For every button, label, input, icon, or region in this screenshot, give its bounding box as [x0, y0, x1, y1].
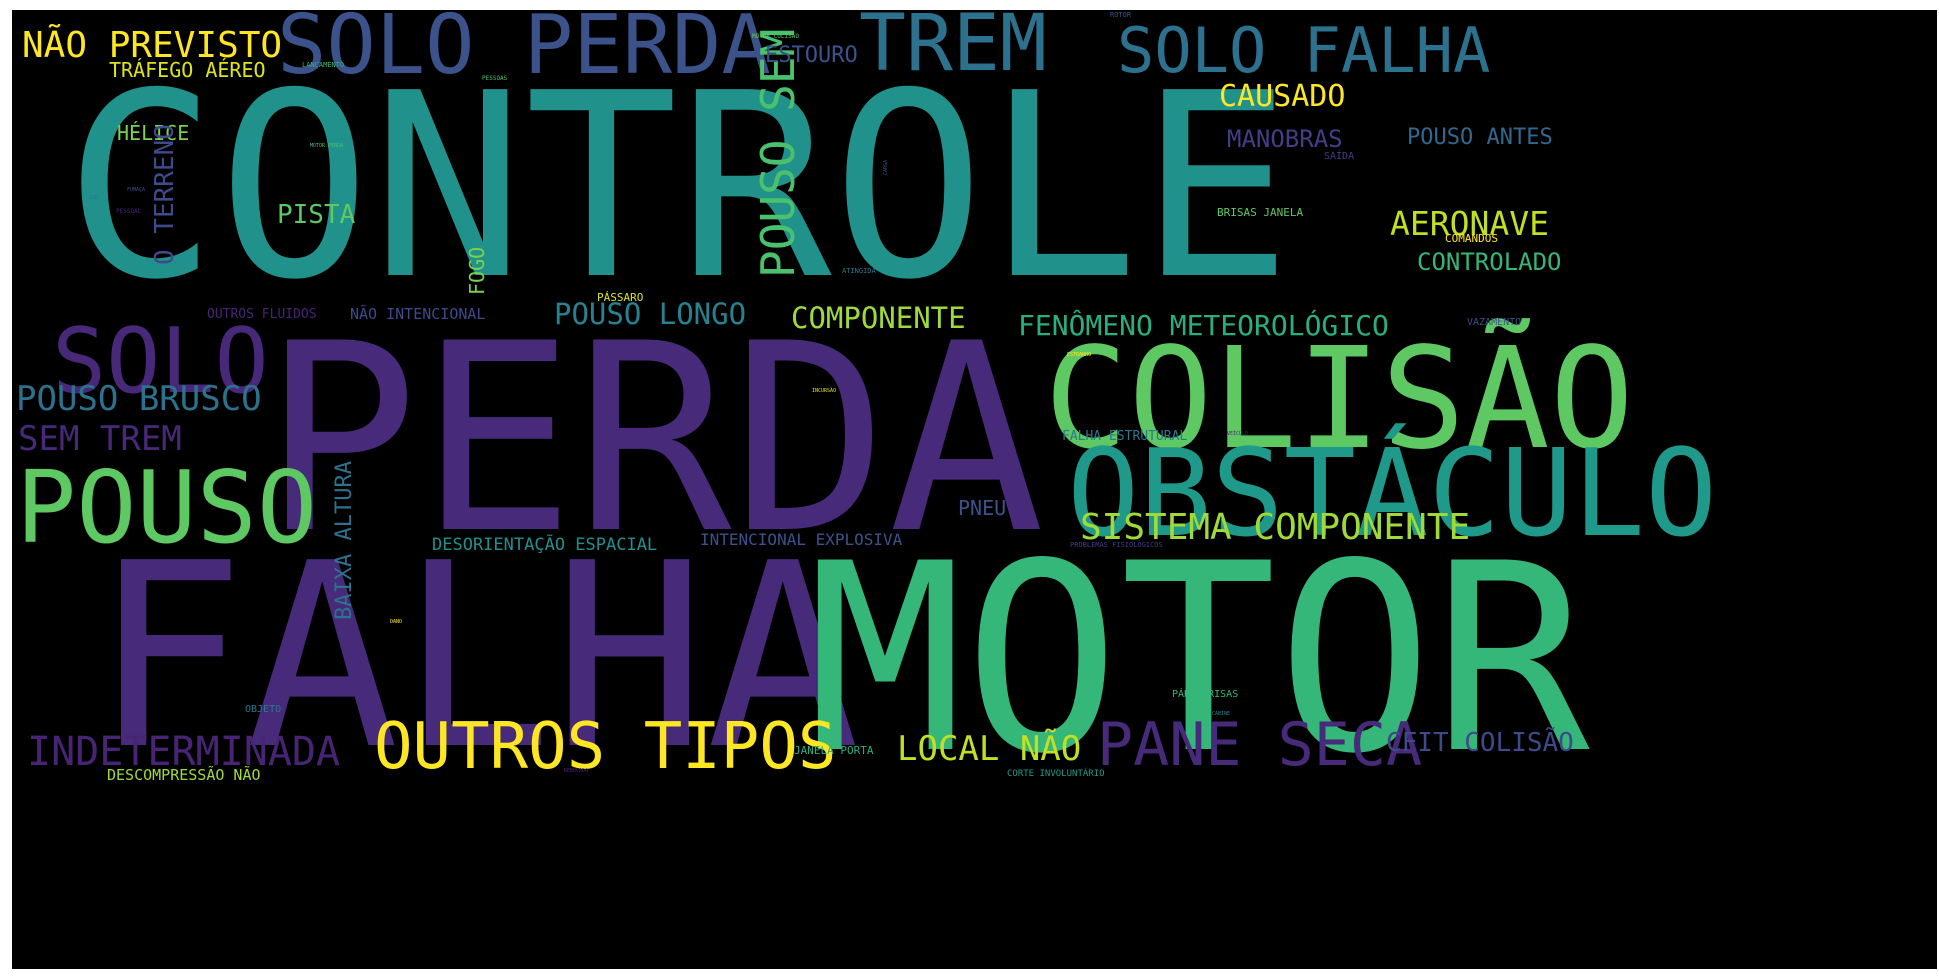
- word-desorientação-espacial: DESORIENTAÇÃO ESPACIAL: [432, 535, 658, 555]
- word-sistema-componente: SISTEMA COMPONENTE: [1080, 507, 1471, 548]
- word-sem-trem: SEM TREM: [18, 419, 182, 459]
- word-rotor: ROTOR: [1110, 11, 1132, 19]
- word-trem: TREM: [859, 10, 1047, 89]
- word-solo: SOLO: [52, 309, 269, 414]
- word-não-previsto: NÃO PREVISTO: [22, 25, 283, 66]
- word-cloud: CONTROLE PERDA FALHA MOTOR COLISÃO OBSTÁCULO P…: [12, 10, 1937, 969]
- word-pista: PISTA: [277, 200, 356, 230]
- word-falha-estrutural: FALHA ESTRUTURAL: [1062, 429, 1188, 444]
- word-motor-colisão: MOTOR COLISÃO: [752, 33, 799, 40]
- word-outros-tipos: OUTROS TIPOS: [374, 710, 837, 784]
- word-outros-fluidos: OUTROS FLUIDOS: [207, 307, 317, 322]
- word-comandos: COMANDOS: [1445, 232, 1498, 245]
- word-carga: CARGA: [883, 159, 889, 175]
- word-controle: CONTROLE: [64, 39, 1293, 336]
- word-estouro: ESTOURO: [765, 43, 858, 68]
- word-indeterminada: INDETERMINADA: [27, 729, 341, 775]
- word-fumaça: FUMAÇA: [127, 187, 146, 193]
- word-dano: DANO: [390, 619, 403, 625]
- word-atingida: ATINGIDA: [842, 267, 876, 275]
- word-hélice: HÉLICE: [117, 121, 190, 145]
- word-pouso-brusco: POUSO BRUSCO: [16, 379, 262, 419]
- word-pára-brisas: PÁRA BRISAS: [1172, 689, 1239, 700]
- word-pessoal: PESSOAL: [116, 208, 142, 215]
- word-pessoas: PESSOAS: [482, 75, 508, 82]
- word-componente: COMPONENTE: [791, 301, 966, 335]
- word-solo-falha: SOLO FALHA: [1117, 14, 1491, 87]
- word-pouso-longo: POUSO LONGO: [554, 297, 747, 331]
- word-manobras: MANOBRAS: [1227, 125, 1343, 153]
- word-colisão: COLISÃO: [1044, 318, 1635, 481]
- word-janela-porta: JANELA PORTA: [794, 744, 874, 757]
- word-vazamento: VAZAMENTO: [1467, 317, 1522, 328]
- word-o-terreno: O TERRENO: [150, 124, 180, 265]
- word-lançamento: LANÇAMENTO: [302, 61, 345, 69]
- word-não-intencional: NÃO INTENCIONAL: [350, 305, 486, 323]
- word-fenômeno-meteorológico: FENÔMENO METEOROLÓGICO: [1018, 309, 1389, 342]
- word-causado: CAUSADO: [1219, 79, 1346, 114]
- word-brisas-janela: BRISAS JANELA: [1217, 206, 1304, 219]
- word-motor-perda: MOTOR PERDA: [310, 143, 344, 149]
- word-intencional-explosiva: INTENCIONAL EXPLOSIVA: [700, 530, 903, 549]
- word-descompressão-não: DESCOMPRESSÃO NÃO: [107, 766, 261, 784]
- word-fod: FOD: [89, 195, 99, 201]
- word-pane-seca: PANE SECA: [1097, 710, 1423, 780]
- word-local-não: LOCAL NÃO: [897, 729, 1082, 769]
- word-corte-involuntário: CORTE INVOLUNTÁRIO: [1007, 769, 1105, 779]
- word-pássaro: PÁSSARO: [597, 291, 644, 304]
- word-pouso: POUSO: [16, 449, 318, 566]
- word-incursão: INCURSÃO: [812, 388, 837, 394]
- word-solo-perda: SOLO PERDA: [277, 10, 771, 93]
- word-falha: FALHA: [92, 509, 860, 806]
- word-pouso-antes: POUSO ANTES: [1407, 125, 1553, 150]
- word-controlado: CONTROLADO: [1417, 248, 1562, 276]
- word-baixa-altura: BAIXA ALTURA: [332, 461, 357, 620]
- word-motor: MOTOR: [807, 509, 1590, 811]
- word-problemas-fisiológicos: PROBLEMAS FISIOLÓGICOS: [1070, 541, 1163, 549]
- word-perda: PERDA: [262, 289, 1045, 591]
- word-saída: SAÍDA: [1324, 151, 1355, 162]
- word-pneu: PNEU: [958, 496, 1007, 520]
- word-estranho: ESTRANHO: [1067, 352, 1092, 358]
- word-objeto: OBJETO: [245, 704, 282, 715]
- word-tráfego-aéreo: TRÁFEGO AÉREO: [109, 58, 266, 82]
- word-aeronave: AERONAVE: [1390, 204, 1549, 243]
- word-veículo: VEÍCULO: [1227, 431, 1249, 437]
- word-rebocado: REBOCADO: [564, 768, 589, 774]
- word-cfit-colisão: CFIT COLISÃO: [1386, 728, 1574, 758]
- word-fogo: FOGO: [465, 246, 489, 295]
- word-obstáculo: OBSTÁCULO: [1067, 425, 1718, 564]
- word-cabine: CABINE: [1212, 711, 1231, 717]
